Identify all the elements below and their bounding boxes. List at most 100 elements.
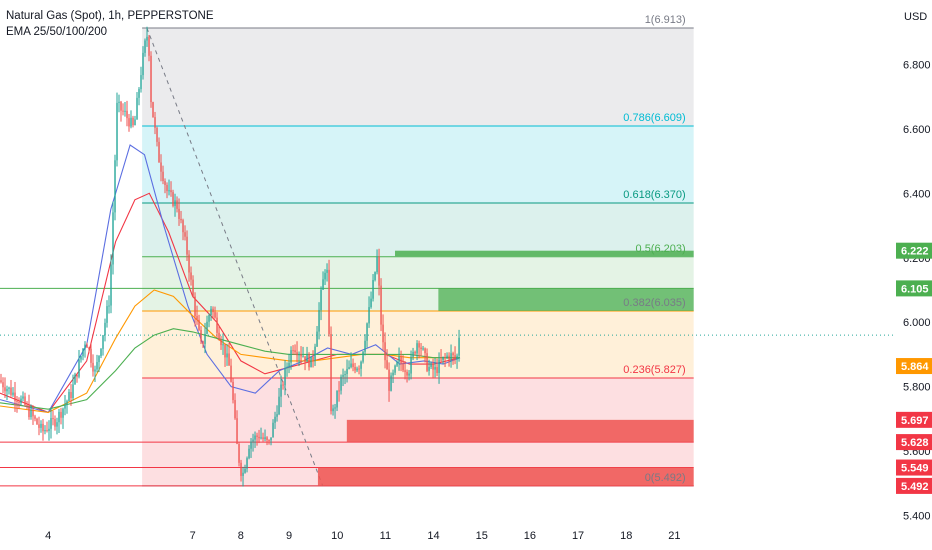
candle-body: [62, 408, 64, 418]
candle-body: [310, 356, 312, 368]
candle-body: [74, 374, 76, 385]
price-tag-0: [896, 242, 932, 259]
candle-body: [184, 232, 186, 237]
zone-3: [317, 467, 694, 486]
candle-body: [34, 416, 36, 419]
price-tick-7: 6.800: [903, 59, 931, 71]
candle-body: [150, 55, 152, 103]
candle-body: [154, 117, 156, 128]
candle-body: [76, 374, 78, 377]
price-tag-2: [896, 358, 932, 375]
candle-body: [316, 331, 318, 347]
candle-body: [2, 382, 4, 388]
candle-body: [304, 356, 306, 362]
candle-body: [26, 405, 28, 407]
candle-body: [400, 356, 402, 364]
fib-fill-1: [142, 125, 694, 203]
candle-body: [416, 343, 418, 354]
candle-body: [214, 312, 216, 318]
time-tick-11: 21: [668, 530, 680, 542]
candle-body: [138, 89, 140, 98]
candle-body: [366, 323, 368, 341]
candle-body: [124, 110, 126, 112]
candle-body: [164, 180, 166, 185]
candle-body: [114, 160, 116, 213]
candle-body: [224, 344, 226, 358]
candle-body: [92, 362, 94, 372]
candle-body: [404, 370, 406, 372]
candle-body: [132, 117, 134, 126]
candle-body: [364, 340, 366, 352]
candle-body: [204, 333, 206, 344]
candle-body: [278, 396, 280, 415]
candle-body: [230, 365, 232, 382]
time-tick-9: 17: [572, 530, 584, 542]
candle-body: [32, 409, 34, 417]
candle-body: [170, 190, 172, 193]
fib-label-6: 0(5.492): [645, 472, 686, 484]
candle-body: [382, 324, 384, 343]
candle-body: [394, 365, 396, 373]
symbol-title[interactable]: Natural Gas (Spot), 1h, PEPPERSTONE: [6, 10, 214, 22]
candle-body: [280, 384, 282, 397]
candle-body: [362, 351, 364, 362]
candle-body: [158, 141, 160, 163]
candle-body: [202, 341, 204, 344]
candle-body: [302, 356, 304, 358]
candle-body: [386, 360, 388, 370]
candle-body: [140, 75, 142, 90]
candle-body: [430, 363, 432, 367]
candle-body: [192, 279, 194, 297]
candle-body: [418, 343, 420, 348]
candle-body: [446, 355, 448, 358]
candle-body: [218, 332, 220, 340]
candle-body: [282, 384, 284, 386]
candle-body: [12, 392, 14, 395]
candle-body: [396, 361, 398, 366]
candle-body: [370, 298, 372, 308]
candle-body: [348, 367, 350, 369]
time-tick-4: 10: [331, 530, 343, 542]
candle-body: [44, 430, 46, 432]
candle-body: [148, 36, 150, 56]
candle-body: [236, 418, 238, 444]
candle-body: [248, 448, 250, 459]
candle-body: [292, 350, 294, 352]
candle-body: [372, 280, 374, 299]
candle-body: [244, 468, 246, 473]
price-tag-label-0: 6.222: [901, 246, 929, 258]
price-tag-5: [896, 459, 932, 476]
candle-body: [250, 441, 252, 449]
fib-label-3: 0.5(6.203): [636, 243, 686, 255]
candle-body: [116, 102, 118, 161]
candle-body: [110, 264, 112, 306]
candle-body: [156, 127, 158, 142]
candle-body: [322, 279, 324, 290]
candle-body: [242, 472, 244, 476]
candle-body: [346, 368, 348, 375]
candle-body: [252, 439, 254, 442]
candle-body: [96, 362, 98, 370]
candle-body: [30, 409, 32, 418]
candle-body: [334, 407, 336, 409]
candle-body: [380, 285, 382, 325]
candle-body: [194, 296, 196, 317]
candle-body: [84, 344, 86, 349]
candle-body: [136, 97, 138, 120]
candle-body: [190, 272, 192, 280]
candle-body: [208, 315, 210, 322]
candle-body: [216, 317, 218, 333]
candle-body: [340, 376, 342, 391]
candle-body: [42, 423, 44, 432]
candle-body: [270, 437, 272, 441]
indicator-legend[interactable]: EMA 25/50/100/200: [6, 26, 108, 38]
candle-body: [108, 305, 110, 307]
candle-body: [444, 356, 446, 358]
candle-body: [212, 308, 214, 313]
price-tick-6: 6.600: [903, 124, 931, 136]
candle-body: [332, 408, 334, 412]
candle-body: [246, 458, 248, 469]
candle-body: [50, 418, 52, 429]
candle-body: [434, 367, 436, 370]
